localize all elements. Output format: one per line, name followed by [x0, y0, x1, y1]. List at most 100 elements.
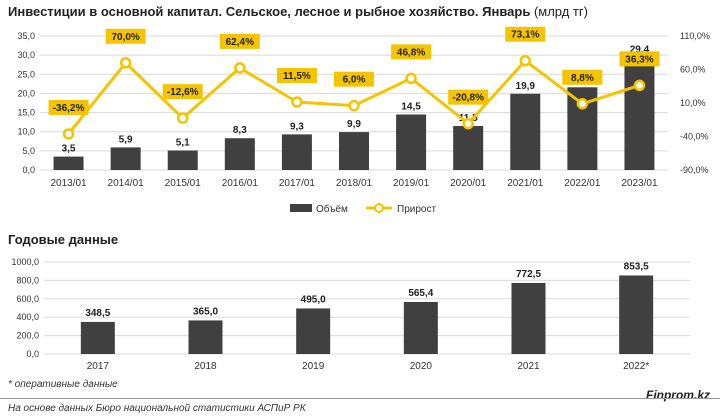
x-tick-label: 2017 — [87, 361, 110, 372]
y-tick-label: 0,0 — [26, 349, 39, 359]
bar-value-label: 14,5 — [401, 101, 421, 112]
growth-point — [234, 62, 246, 74]
bar — [53, 156, 84, 170]
growth-point — [119, 57, 132, 69]
bar-value-label: 19,9 — [516, 81, 536, 92]
monthly-investment-chart: 0,0 5,0 10,0 15,0 20,0 25,0 30,0 35,0 -90,0% -40,… — [17, 26, 710, 215]
x-tick-label: 2019 — [302, 361, 325, 372]
x-tick-label: 2018 — [194, 361, 217, 372]
bar — [224, 138, 255, 170]
chart-title: Инвестиции в основной капитал. Сельское,… — [8, 4, 588, 19]
y-tick-label: 5,0 — [22, 146, 35, 156]
y2-tick-label: 110,0% — [680, 31, 710, 41]
y-tick-label: 25,0 — [17, 69, 35, 79]
x-tick-label: 2020 — [410, 361, 433, 372]
y-tick-label: 35,0 — [17, 31, 35, 41]
bar-value-label: 9,9 — [347, 119, 361, 130]
x-tick-label: 2023/01 — [621, 178, 658, 189]
growth-label-box — [391, 44, 432, 60]
y-tick-label: 800,0 — [16, 275, 39, 285]
divider — [0, 398, 720, 399]
bar-value-label: 5,1 — [176, 137, 190, 148]
bar — [339, 132, 369, 170]
bar — [624, 57, 655, 170]
bar — [453, 125, 484, 170]
x-tick-label: 2021 — [517, 361, 540, 372]
legend-label-volume: Объём — [316, 203, 348, 215]
growth-label-box — [448, 89, 489, 105]
y-tick-label: 20,0 — [17, 88, 35, 98]
y-tick-label: 200,0 — [16, 331, 39, 341]
x-tick-label: 2015/01 — [165, 178, 202, 189]
bar — [403, 301, 438, 354]
growth-point — [405, 72, 417, 85]
growth-label-box — [619, 51, 660, 67]
y-tick-label: 30,0 — [17, 50, 35, 60]
bar-value-label: 772,5 — [516, 269, 541, 280]
bar-value-label: 29,4 — [630, 44, 650, 55]
x-tick-label: 2022* — [623, 361, 649, 372]
growth-point — [62, 128, 75, 140]
y2-tick-label: -90,0% — [680, 165, 709, 175]
growth-label-box — [334, 71, 374, 87]
growth-point — [291, 96, 303, 108]
x-tick-label: 2019/01 — [393, 178, 430, 189]
y2-tick-label: 10,0% — [680, 98, 706, 108]
growth-label-box — [105, 28, 146, 44]
y-tick-label: 15,0 — [17, 108, 35, 118]
bar — [511, 282, 546, 354]
growth-value-label: 70,0% — [111, 32, 139, 43]
annual-section-title: Годовые данные — [8, 232, 119, 247]
growth-label-box — [505, 26, 546, 42]
bar-value-label: 348,5 — [85, 308, 110, 319]
growth-point — [176, 112, 189, 124]
growth-point — [633, 79, 646, 92]
bar — [396, 114, 427, 170]
growth-value-label: 62,4% — [226, 37, 254, 48]
x-tick-label: 2017/01 — [279, 178, 316, 189]
growth-label-box — [562, 69, 603, 85]
legend-label-growth: Прирост — [397, 204, 436, 215]
growth-value-label: 46,8% — [397, 47, 425, 58]
bar — [296, 308, 331, 354]
growth-value-label: 6,0% — [343, 75, 366, 86]
growth-point — [576, 98, 589, 110]
growth-value-label: -20,8% — [452, 93, 484, 104]
bar-value-label: 565,4 — [408, 288, 433, 299]
growth-label-box — [48, 99, 89, 115]
y-tick-label: 400,0 — [16, 312, 39, 322]
bar — [619, 275, 654, 354]
growth-value-label: 73,1% — [511, 30, 539, 41]
brand-logo[interactable]: Finprom.kz — [645, 388, 710, 402]
bar-value-label: 495,0 — [301, 294, 326, 305]
y-tick-label: 0,0 — [22, 165, 35, 175]
bar — [510, 93, 541, 170]
footnote: * оперативные данные — [8, 379, 118, 390]
x-tick-label: 2020/01 — [450, 178, 487, 189]
x-tick-label: 2022/01 — [564, 178, 601, 189]
growth-label-box — [219, 33, 260, 49]
y2-tick-label: 60,0% — [680, 65, 706, 75]
y-tick-label: 10,0 — [17, 127, 35, 137]
y-tick-label: 600,0 — [16, 294, 39, 304]
y-tick-label: 1000,0 — [11, 257, 39, 267]
bar — [167, 150, 198, 170]
annual-investment-chart: 0,0 200,0 400,0 600,0 800,0 1000,0 348,5 2017 36… — [11, 257, 690, 372]
growth-value-label: -36,2% — [53, 103, 85, 114]
growth-label-box — [276, 67, 317, 83]
bar-value-label: 853,5 — [624, 261, 649, 272]
bar-value-label: 3,5 — [62, 144, 76, 155]
source-note: На основе данных Бюро национальной стати… — [8, 403, 306, 414]
legend-swatch-volume — [290, 204, 312, 212]
x-tick-label: 2016/01 — [222, 178, 259, 189]
x-tick-label: 2014/01 — [108, 178, 145, 189]
growth-point — [348, 99, 360, 112]
bar — [80, 321, 115, 354]
legend-marker-growth — [374, 203, 384, 213]
growth-point — [519, 54, 532, 67]
bar-value-label: 5,9 — [119, 134, 133, 145]
growth-point — [462, 117, 474, 130]
x-tick-label: 2013/01 — [50, 178, 87, 189]
growth-value-label: -12,6% — [167, 87, 199, 98]
bar — [110, 147, 141, 170]
